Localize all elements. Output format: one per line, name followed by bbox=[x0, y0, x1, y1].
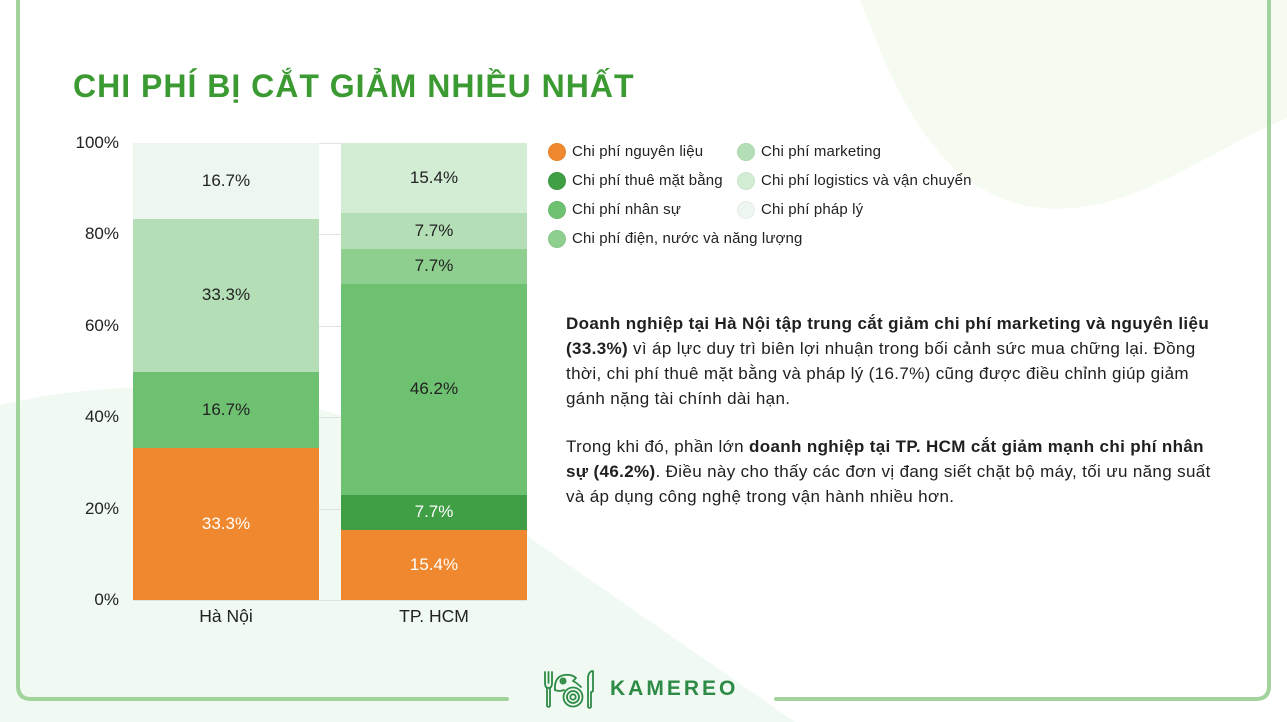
y-tick-label: 40% bbox=[84, 407, 119, 427]
legend-marker-icon bbox=[737, 171, 755, 190]
data-label: 16.7% bbox=[201, 399, 251, 419]
data-label: 7.7% bbox=[414, 256, 454, 276]
bar-segment: 33.3% bbox=[133, 447, 319, 600]
gridline bbox=[133, 600, 527, 601]
bar-segment: 7.7% bbox=[341, 494, 527, 530]
legend-marker-icon bbox=[737, 200, 755, 219]
stacked-bar: 33.3% 16.7% 33.3% 16.7% bbox=[133, 143, 319, 600]
x-axis-label-tp-hcm: TP. HCM bbox=[399, 606, 469, 626]
bar-segment: 15.4% bbox=[341, 143, 527, 214]
legend-item-phap-ly: Chi phí pháp lý bbox=[737, 195, 972, 224]
text-run: Trong khi đó, phần lớn bbox=[566, 437, 750, 456]
legend-item-dien-nuoc-nang-luong: Chi phí điện, nước và năng lượng bbox=[548, 224, 802, 253]
text-run: vì áp lực duy trì biên lợi nhuận trong b… bbox=[566, 339, 1196, 408]
brand-name: KAMEREO bbox=[610, 677, 739, 700]
legend-item-logistics: Chi phí logistics và vận chuyển bbox=[737, 166, 972, 195]
data-label: 33.3% bbox=[201, 285, 251, 305]
bar-segment: 7.7% bbox=[341, 213, 527, 249]
legend-label: Chi phí pháp lý bbox=[761, 201, 864, 218]
bar-segment: 16.7% bbox=[133, 143, 319, 220]
bar-segment: 15.4% bbox=[341, 529, 527, 600]
legend-marker-icon bbox=[548, 142, 566, 161]
y-tick-label: 80% bbox=[84, 224, 119, 244]
legend-label: Chi phí điện, nước và năng lượng bbox=[572, 230, 803, 247]
data-label: 7.7% bbox=[414, 502, 454, 522]
y-axis: 0% 20% 40% 60% 80% 100% bbox=[50, 133, 119, 609]
legend-marker-icon bbox=[548, 229, 566, 248]
legend-label: Chi phí logistics và vận chuyển bbox=[761, 172, 972, 189]
legend-label: Chi phí nhân sự bbox=[572, 201, 682, 218]
data-label: 7.7% bbox=[414, 220, 454, 240]
data-label: 46.2% bbox=[409, 379, 459, 399]
y-tick-label: 0% bbox=[94, 590, 119, 609]
stacked-bar: 15.4% 7.7% 46.2% 7.7% 7.7% 15.4% bbox=[341, 143, 527, 600]
insight-paragraph: Trong khi đó, phần lớn doanh nghiệp tại … bbox=[566, 434, 1266, 509]
data-label: 16.7% bbox=[201, 171, 251, 191]
legend-item-thue-mat-bang: Chi phí thuê mặt bằng bbox=[548, 166, 737, 195]
slide-title: CHI PHÍ BỊ CẮT GIẢM NHIỀU NHẤT bbox=[73, 68, 635, 104]
insight-paragraph: Doanh nghiệp tại Hà Nội tập trung cắt gi… bbox=[566, 311, 1266, 411]
bar-segment: 16.7% bbox=[133, 371, 319, 448]
bar-segment: 46.2% bbox=[341, 283, 527, 495]
brand-logo: KAMEREO bbox=[540, 668, 738, 710]
bar-segment: 33.3% bbox=[133, 219, 319, 372]
legend-marker-icon bbox=[737, 142, 755, 161]
legend-label: Chi phí marketing bbox=[761, 143, 882, 160]
fork-chameleon-knife-icon bbox=[544, 670, 594, 709]
x-axis-label-ha-noi: Hà Nội bbox=[199, 606, 253, 626]
legend-marker-icon bbox=[548, 171, 566, 190]
legend-label: Chi phí thuê mặt bằng bbox=[572, 172, 723, 189]
data-label: 33.3% bbox=[201, 513, 251, 533]
insight-text: Doanh nghiệp tại Hà Nội tập trung cắt gi… bbox=[566, 311, 1266, 532]
legend-item-nhan-su: Chi phí nhân sự bbox=[548, 195, 737, 224]
legend-item-marketing: Chi phí marketing bbox=[737, 137, 972, 166]
plot-area: 33.3% 16.7% 33.3% 16.7% 15.4% 7.7% 46.2% 7.7% 7.… bbox=[133, 143, 527, 601]
legend-item-nguyen-lieu: Chi phí nguyên liệu bbox=[548, 137, 737, 166]
chart-legend: Chi phí nguyên liệu Chi phí thuê mặt bằn… bbox=[548, 137, 972, 253]
y-tick-label: 20% bbox=[84, 498, 119, 518]
data-label: 15.4% bbox=[409, 554, 459, 574]
legend-label: Chi phí nguyên liệu bbox=[572, 143, 704, 160]
data-label: 15.4% bbox=[409, 168, 459, 188]
y-tick-label: 60% bbox=[84, 315, 119, 335]
y-tick-label: 100% bbox=[75, 133, 119, 152]
legend-marker-icon bbox=[548, 200, 566, 219]
text-run: . Điều này cho thấy các đơn vị đang siết… bbox=[566, 462, 1211, 506]
bar-segment: 7.7% bbox=[341, 248, 527, 284]
